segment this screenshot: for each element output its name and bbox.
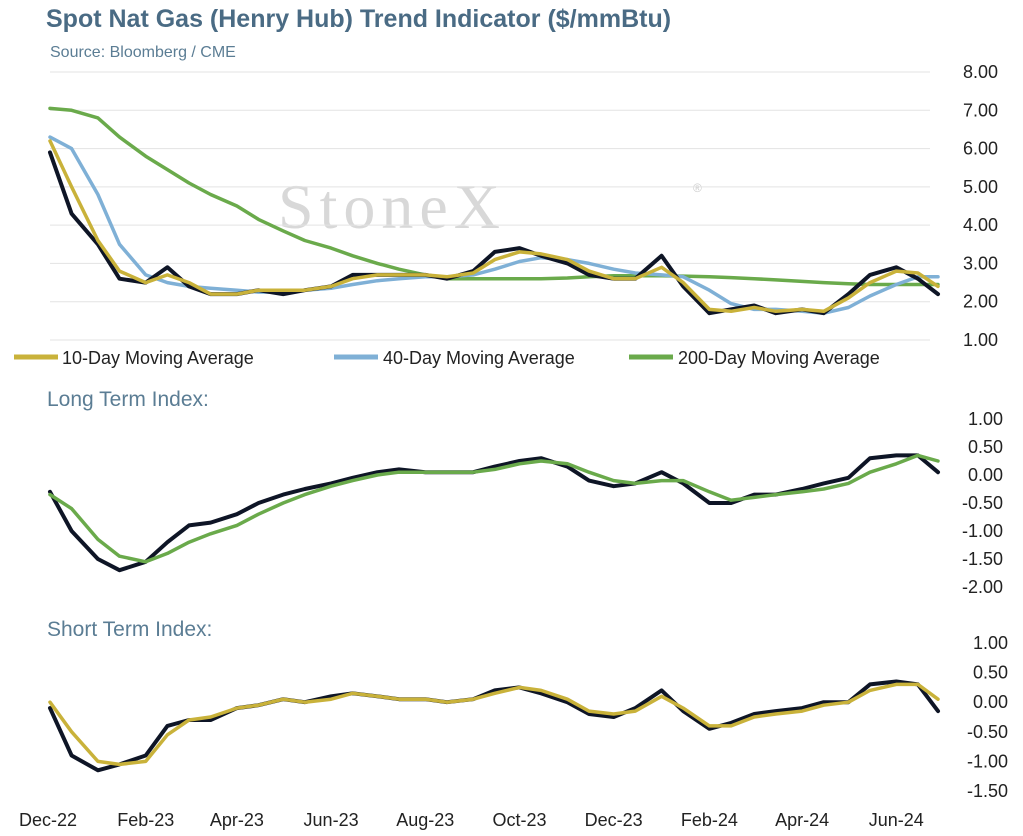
legend-item-10-day: 10-Day Moving Average: [14, 348, 254, 368]
y-tick-label: 6.00: [963, 139, 998, 159]
y-tick-label: 0.50: [973, 663, 1008, 683]
x-tick-label: Jun-23: [304, 810, 359, 830]
series-line-long-term-index: [48, 453, 940, 573]
x-tick-label: Aug-23: [396, 810, 454, 830]
chart-panels: 8.00 7.00 6.00 5.00 4.00 3.00 2.00 1.00 1.00 0.50…: [48, 62, 1008, 801]
panel-2: 1.00 0.50 0.00 -0.50 -1.00 -1.50 -2.00: [48, 409, 1003, 597]
chart-title: Spot Nat Gas (Henry Hub) Trend Indicator…: [46, 5, 671, 33]
y-tick-label: -1.50: [967, 781, 1008, 801]
x-tick-label: Oct-23: [492, 810, 546, 830]
y-tick-label: 3.00: [963, 253, 998, 273]
y-tick-label: 0.00: [968, 465, 1003, 485]
series-line-ma200: [48, 106, 940, 287]
panel-1: 8.00 7.00 6.00 5.00 4.00 3.00 2.00 1.00: [48, 62, 998, 350]
y-tick-label: -0.50: [962, 493, 1003, 513]
x-tick-label: Apr-23: [210, 810, 264, 830]
y-tick-label: 1.00: [963, 330, 998, 350]
legend-item-200-day: 200-Day Moving Average: [629, 348, 880, 368]
legend-label-200-day: 200-Day Moving Average: [678, 348, 880, 368]
y-tick-label: 4.00: [963, 215, 998, 235]
chart-source: Source: Bloomberg / CME: [50, 44, 236, 61]
y-tick-label: 0.50: [968, 437, 1003, 457]
short-term-index-title: Short Term Index:: [47, 618, 212, 641]
x-tick-label: Dec-23: [585, 810, 643, 830]
y-tick-label: 0.00: [973, 692, 1008, 712]
y-tick-label: 8.00: [963, 62, 998, 82]
series-line-short-term-signal: [48, 682, 940, 767]
y-tick-label: 1.00: [968, 409, 1003, 429]
watermark-registered-mark: ®: [693, 181, 702, 195]
legend: 10-Day Moving Average 40-Day Moving Aver…: [14, 348, 880, 368]
x-tick-label: Feb-23: [117, 810, 174, 830]
series-line-ma10: [48, 139, 940, 314]
series-line-long-term-signal: [48, 453, 940, 564]
x-tick-label: Apr-24: [775, 810, 829, 830]
y-tick-label: 1.00: [973, 633, 1008, 653]
x-axis-labels: Dec-22 Feb-23 Apr-23 Jun-23 Aug-23 Oct-23 Dec-…: [19, 810, 924, 830]
y-tick-label: -2.00: [962, 577, 1003, 597]
y-tick-label: -0.50: [967, 722, 1008, 742]
x-tick-label: Jun-24: [869, 810, 924, 830]
legend-item-40-day: 40-Day Moving Average: [334, 348, 575, 368]
y-tick-label: 7.00: [963, 100, 998, 120]
x-tick-label: Feb-24: [681, 810, 738, 830]
y-tick-label: 5.00: [963, 177, 998, 197]
panel-3: 1.00 0.50 0.00 -0.50 -1.00 -1.50: [48, 633, 1008, 801]
watermark-logo: StoneX: [278, 171, 506, 242]
y-tick-label: -1.00: [962, 521, 1003, 541]
x-tick-label: Dec-22: [19, 810, 77, 830]
legend-label-40-day: 40-Day Moving Average: [383, 348, 575, 368]
y-tick-label: -1.50: [962, 549, 1003, 569]
long-term-index-title: Long Term Index:: [47, 388, 209, 411]
y-tick-label: -1.00: [967, 751, 1008, 771]
legend-label-10-day: 10-Day Moving Average: [62, 348, 254, 368]
y-tick-label: 2.00: [963, 292, 998, 312]
